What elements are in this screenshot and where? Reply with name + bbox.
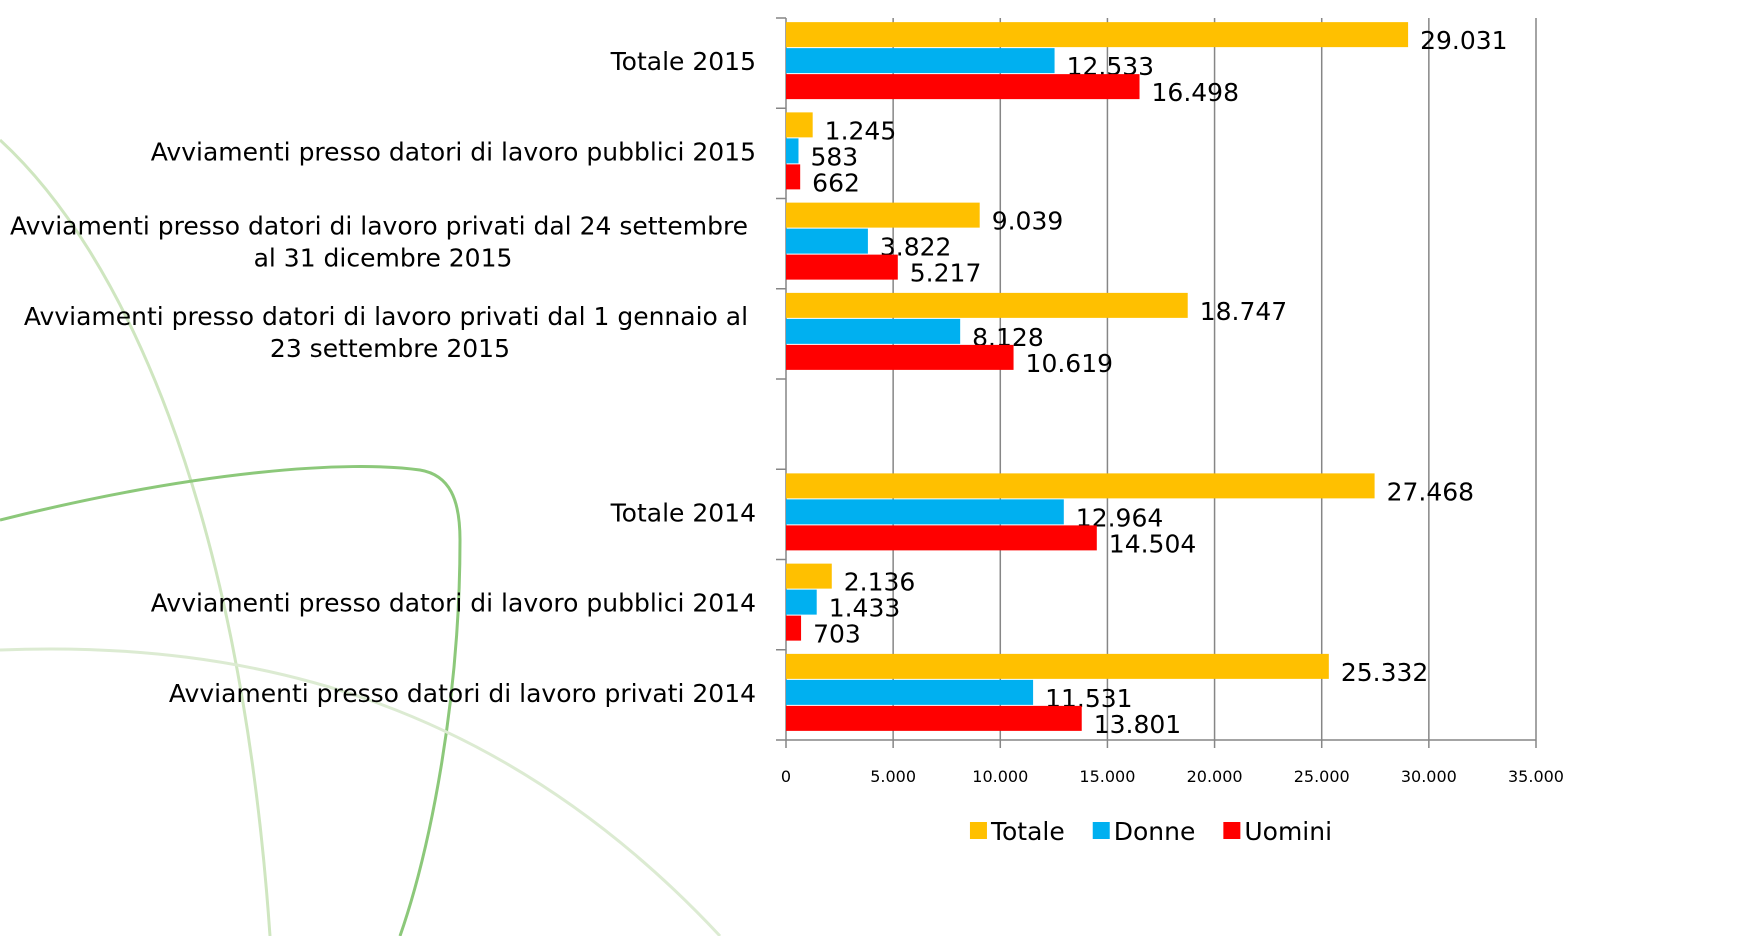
- bar: [786, 563, 832, 589]
- bar: [786, 679, 1034, 705]
- legend-label: Uomini: [1244, 817, 1332, 846]
- x-tick-label: 10.000: [972, 767, 1028, 786]
- bar: [786, 615, 802, 641]
- x-tick-label: 30.000: [1401, 767, 1457, 786]
- bar: [786, 48, 1055, 74]
- x-tick-label: 35.000: [1508, 767, 1564, 786]
- bar: [786, 292, 1188, 318]
- bar: [786, 228, 868, 254]
- value-label: 14.504: [1109, 529, 1196, 558]
- x-tick-label: 5.000: [870, 767, 916, 786]
- value-label: 5.217: [910, 259, 982, 288]
- legend-swatch: [1092, 822, 1110, 839]
- bar: [786, 22, 1409, 48]
- legend-label: Donne: [1114, 817, 1196, 846]
- x-tick-label: 15.000: [1079, 767, 1135, 786]
- bar: [786, 74, 1140, 100]
- category-label: Avviamenti presso datori di lavoro pubbl…: [151, 589, 756, 618]
- value-label: 583: [810, 142, 858, 171]
- category-label: Totale 2015: [610, 47, 756, 76]
- value-label: 1.433: [829, 594, 901, 623]
- bar: [786, 164, 801, 190]
- value-label: 662: [812, 168, 860, 197]
- value-label: 29.031: [1420, 26, 1507, 55]
- bar: [786, 318, 961, 344]
- legend-swatch: [969, 822, 987, 839]
- category-label: Totale 2014: [610, 498, 756, 527]
- value-label: 2.136: [844, 568, 916, 597]
- category-label: Avviamenti presso datori di lavoro priva…: [10, 212, 756, 273]
- bar: [786, 138, 799, 164]
- value-label: 27.468: [1387, 477, 1474, 506]
- background-decoration: [0, 138, 722, 936]
- bar: [786, 653, 1329, 679]
- x-tick-label: 0: [781, 767, 791, 786]
- bar: [786, 499, 1064, 525]
- bar: [786, 202, 980, 228]
- value-label: 25.332: [1341, 658, 1428, 687]
- x-tick-label: 25.000: [1294, 767, 1350, 786]
- value-label: 10.619: [1026, 349, 1113, 378]
- category-label: Avviamenti presso datori di lavoro pubbl…: [151, 137, 756, 166]
- value-label: 703: [813, 620, 861, 649]
- bar: [786, 705, 1082, 731]
- bar: [786, 525, 1097, 551]
- category-label: Avviamenti presso datori di lavoro priva…: [169, 679, 756, 708]
- legend-label: Totale: [990, 817, 1065, 846]
- bar: [786, 112, 813, 138]
- legend: Totale Donne Uomini: [969, 817, 1332, 846]
- bar: [786, 473, 1375, 499]
- value-label: 13.801: [1094, 710, 1181, 739]
- value-label: 1.245: [825, 116, 897, 145]
- bar: [786, 254, 898, 280]
- value-label: 16.498: [1152, 78, 1239, 107]
- legend-swatch: [1223, 822, 1241, 839]
- category-label: Avviamenti presso datori di lavoro priva…: [24, 302, 756, 363]
- value-label: 9.039: [992, 207, 1064, 236]
- bar: [786, 344, 1014, 370]
- x-tick-label: 20.000: [1187, 767, 1243, 786]
- value-label: 18.747: [1200, 297, 1287, 326]
- bar: [786, 589, 817, 615]
